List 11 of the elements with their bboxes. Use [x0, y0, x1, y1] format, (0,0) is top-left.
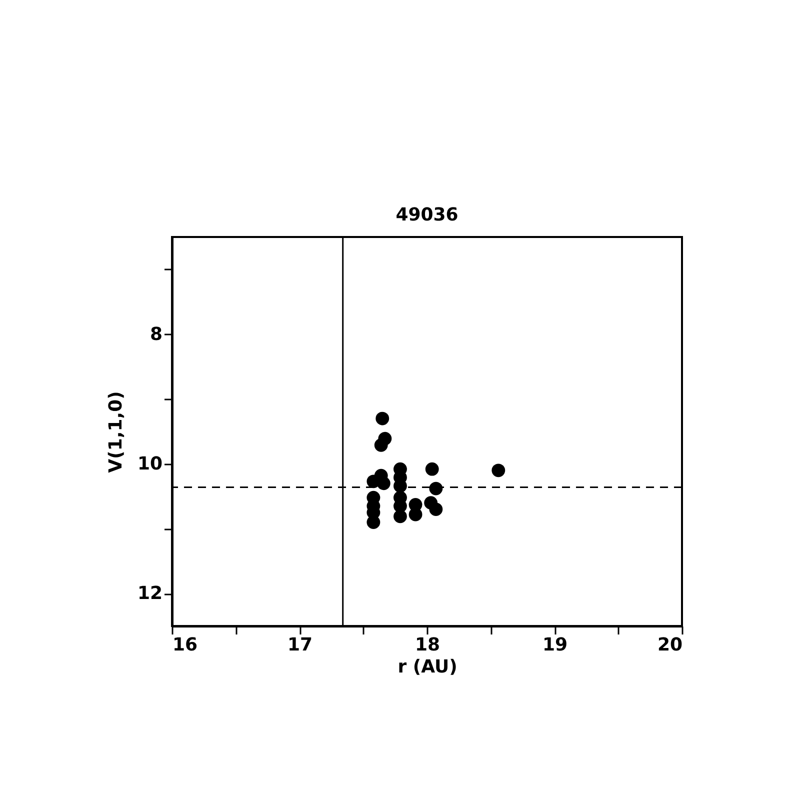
chart-title: 49036 [396, 204, 458, 226]
x-axis-title: r (AU) [398, 656, 458, 678]
x-tick-label: 18 [414, 634, 440, 656]
x-tick-label: 17 [287, 634, 313, 656]
y-tick-label: 12 [137, 583, 162, 604]
x-tick-label: 19 [542, 634, 568, 656]
y-tick-label: 10 [137, 453, 162, 474]
y-axis-title: V(1,1,0) [105, 391, 126, 473]
x-tick-label: 20 [657, 634, 682, 656]
x-tick-label: 16 [172, 634, 198, 656]
y-tick-label: 8 [150, 324, 162, 345]
